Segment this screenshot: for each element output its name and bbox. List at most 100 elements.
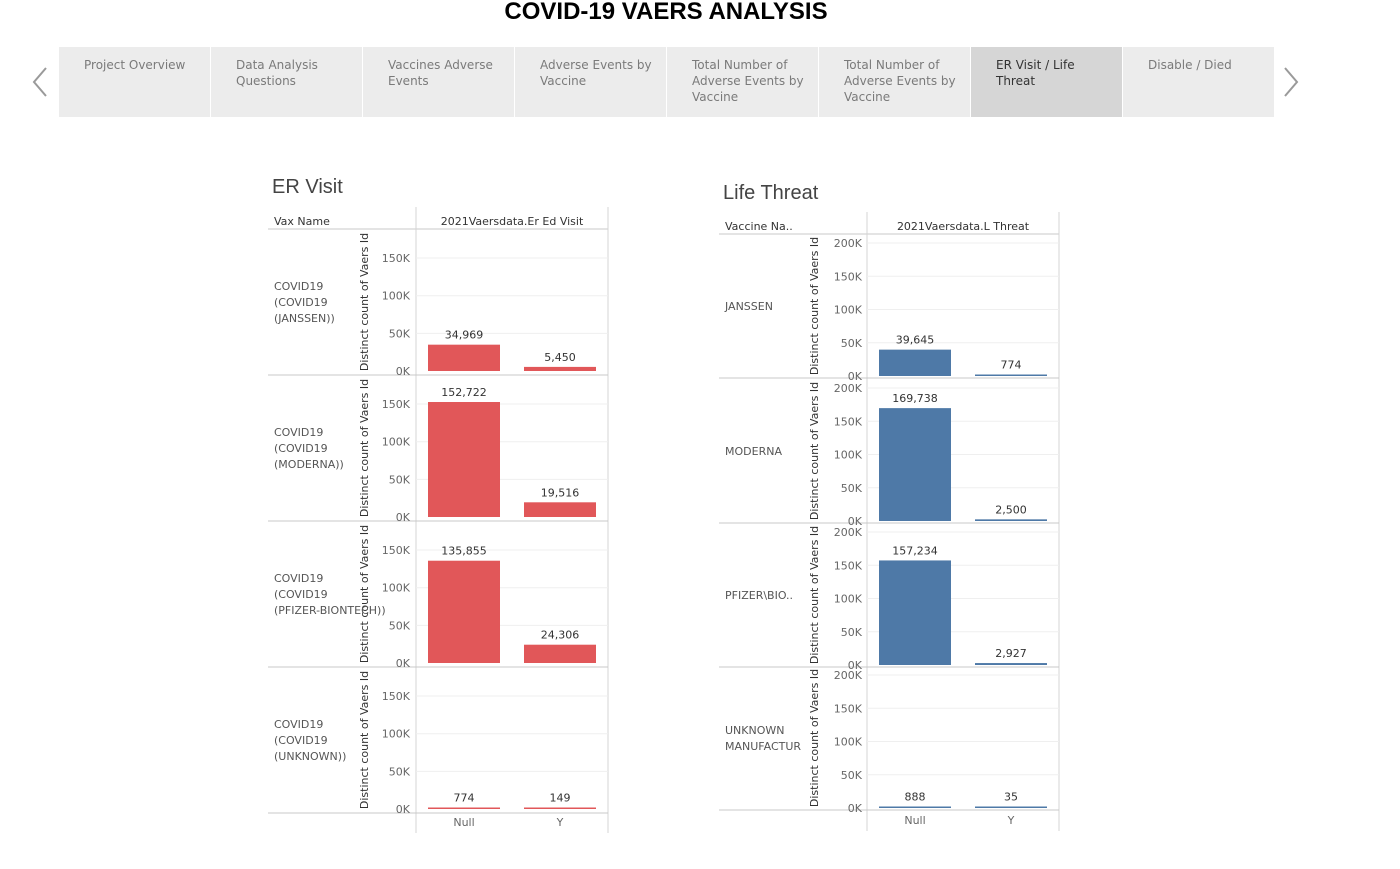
chart0-row-label-line: (PFIZER-BIONTECH)) bbox=[274, 604, 386, 617]
chart0-row-label-line: (COVID19 bbox=[274, 588, 328, 601]
chart0-y-axis-label: Distinct count of Vaers Id bbox=[358, 525, 371, 663]
page-title: COVID-19 VAERS ANALYSIS bbox=[504, 0, 828, 25]
story-tab-4[interactable]: Total Number of Adverse Events by Vaccin… bbox=[667, 47, 818, 117]
chart1-y-tick-label: 150K bbox=[834, 702, 863, 715]
chart1-row-header: Vaccine Na.. bbox=[725, 220, 793, 233]
chart1-y-tick-label: 0K bbox=[848, 659, 863, 672]
chart0-data-label: 19,516 bbox=[541, 486, 580, 499]
chart0-data-label: 24,306 bbox=[541, 629, 580, 642]
chart1-bar bbox=[879, 806, 951, 808]
chart0-row-label-line: (COVID19 bbox=[274, 734, 328, 747]
chart1-row-label-line: MODERNA bbox=[725, 445, 782, 458]
chart0-row-label-line: (MODERNA)) bbox=[274, 458, 344, 471]
chart1-row-label-line: UNKNOWN bbox=[725, 724, 785, 737]
chart0-y-tick-label: 0K bbox=[396, 657, 411, 670]
chart1-bar bbox=[975, 806, 1047, 808]
chart0-row-label: COVID19 (COVID19 (JANSSEN)) bbox=[274, 280, 335, 325]
chart1-data-label: 169,738 bbox=[892, 392, 938, 405]
chart1-row-label: JANSSEN bbox=[724, 300, 773, 313]
chart1-y-tick-label: 100K bbox=[834, 449, 863, 462]
er-visit-title: ER Visit bbox=[272, 176, 343, 198]
chart0-row-label: COVID19 (COVID19 (MODERNA)) bbox=[274, 426, 344, 471]
chart0-y-tick-label: 0K bbox=[396, 365, 411, 378]
chart1-y-tick-label: 150K bbox=[834, 415, 863, 428]
chart0-category-label: Y bbox=[556, 816, 564, 829]
chart0-y-axis-label: Distinct count of Vaers Id bbox=[358, 233, 371, 371]
chart1-category-label: Null bbox=[904, 814, 925, 827]
chart1-y-tick-label: 0K bbox=[848, 370, 863, 383]
chart0-row-label-line: (UNKNOWN)) bbox=[274, 750, 346, 763]
chart0-y-tick-label: 100K bbox=[382, 290, 411, 303]
story-tab-1[interactable]: Data Analysis Questions bbox=[211, 47, 362, 117]
chart0-y-tick-label: 0K bbox=[396, 803, 411, 816]
chart1-row-label: UNKNOWN MANUFACTUR bbox=[725, 724, 801, 753]
chart0-data-label: 774 bbox=[454, 792, 475, 805]
chart1-y-tick-label: 100K bbox=[834, 736, 863, 749]
chart0-row-label-line: COVID19 bbox=[274, 718, 323, 731]
chart1-y-tick-label: 150K bbox=[834, 270, 863, 283]
chart0-y-tick-label: 50K bbox=[389, 473, 411, 486]
chart1-data-label: 888 bbox=[905, 791, 926, 804]
chevron-right-icon[interactable] bbox=[1281, 64, 1303, 100]
chart0-y-tick-label: 150K bbox=[382, 398, 411, 411]
chart1-row-label-line: MANUFACTUR bbox=[725, 740, 801, 753]
chart0-bar bbox=[428, 807, 500, 809]
story-tab-3[interactable]: Adverse Events by Vaccine bbox=[515, 47, 666, 117]
chart0-row-header: Vax Name bbox=[274, 215, 330, 228]
chart0-y-tick-label: 50K bbox=[389, 327, 411, 340]
life-threat-title: Life Threat bbox=[723, 182, 819, 204]
chart0-row-label-line: COVID19 bbox=[274, 426, 323, 439]
chart0-y-tick-label: 0K bbox=[396, 511, 411, 524]
chart1-y-tick-label: 0K bbox=[848, 802, 863, 815]
chart1-row-label-line: JANSSEN bbox=[724, 300, 773, 313]
chart0-bar bbox=[524, 366, 596, 371]
chart0-bar bbox=[428, 344, 500, 371]
chart1-y-tick-label: 100K bbox=[834, 593, 863, 606]
chart1-data-label: 2,500 bbox=[995, 503, 1027, 516]
chart1-y-tick-label: 150K bbox=[834, 559, 863, 572]
chart1-bar bbox=[879, 560, 951, 665]
chart0-bar bbox=[524, 644, 596, 663]
chart0-y-axis-label: Distinct count of Vaers Id bbox=[358, 379, 371, 517]
story-tab-0[interactable]: Project Overview bbox=[59, 47, 210, 117]
chart0-category-label: Null bbox=[453, 816, 474, 829]
chart0-y-axis-label: Distinct count of Vaers Id bbox=[358, 671, 371, 809]
chart1-y-tick-label: 200K bbox=[834, 382, 863, 395]
chart1-y-axis-label: Distinct count of Vaers Id bbox=[808, 382, 821, 520]
chart0-row-label-line: (JANSSEN)) bbox=[274, 312, 335, 325]
chevron-left-icon[interactable] bbox=[30, 64, 52, 100]
chart1-bar bbox=[879, 349, 951, 376]
chart1-y-tick-label: 200K bbox=[834, 526, 863, 539]
chart0-y-tick-label: 50K bbox=[389, 765, 411, 778]
chart1-bar bbox=[975, 663, 1047, 665]
chart1-data-label: 774 bbox=[1001, 359, 1022, 372]
chart1-bar bbox=[975, 519, 1047, 521]
chart0-row-label-line: COVID19 bbox=[274, 572, 323, 585]
chart0-column-header: 2021Vaersdata.Er Ed Visit bbox=[441, 215, 584, 228]
story-tab-2[interactable]: Vaccines Adverse Events bbox=[363, 47, 514, 117]
chart0-row-label: COVID19 (COVID19 (UNKNOWN)) bbox=[274, 718, 346, 763]
chart0-row-label-line: (COVID19 bbox=[274, 296, 328, 309]
story-tab-7[interactable]: Disable / Died bbox=[1123, 47, 1274, 117]
chart0-y-tick-label: 50K bbox=[389, 619, 411, 632]
chart0-data-label: 149 bbox=[550, 792, 571, 805]
chart0-bar bbox=[428, 402, 500, 517]
chart0-y-tick-label: 100K bbox=[382, 728, 411, 741]
chart1-y-tick-label: 50K bbox=[841, 482, 863, 495]
chart1-data-label: 35 bbox=[1004, 791, 1018, 804]
chart1-row-label: MODERNA bbox=[725, 445, 782, 458]
chart0-data-label: 135,855 bbox=[441, 545, 487, 558]
chart1-bar bbox=[879, 408, 951, 521]
chart0-bar bbox=[524, 807, 596, 809]
chart1-data-label: 39,645 bbox=[896, 334, 935, 347]
chart1-y-tick-label: 50K bbox=[841, 769, 863, 782]
chart1-column-header: 2021Vaersdata.L Threat bbox=[897, 220, 1030, 233]
chart1-y-tick-label: 200K bbox=[834, 669, 863, 682]
chart0-row-label: COVID19 (COVID19 (PFIZER-BIONTECH)) bbox=[274, 572, 386, 617]
chart1-y-axis-label: Distinct count of Vaers Id bbox=[808, 526, 821, 664]
chart0-bar bbox=[524, 502, 596, 517]
story-tab-5[interactable]: Total Number of Adverse Events by Vaccin… bbox=[819, 47, 970, 117]
story-tab-6[interactable]: ER Visit / Life Threat bbox=[971, 47, 1122, 117]
chart1-y-tick-label: 200K bbox=[834, 237, 863, 250]
